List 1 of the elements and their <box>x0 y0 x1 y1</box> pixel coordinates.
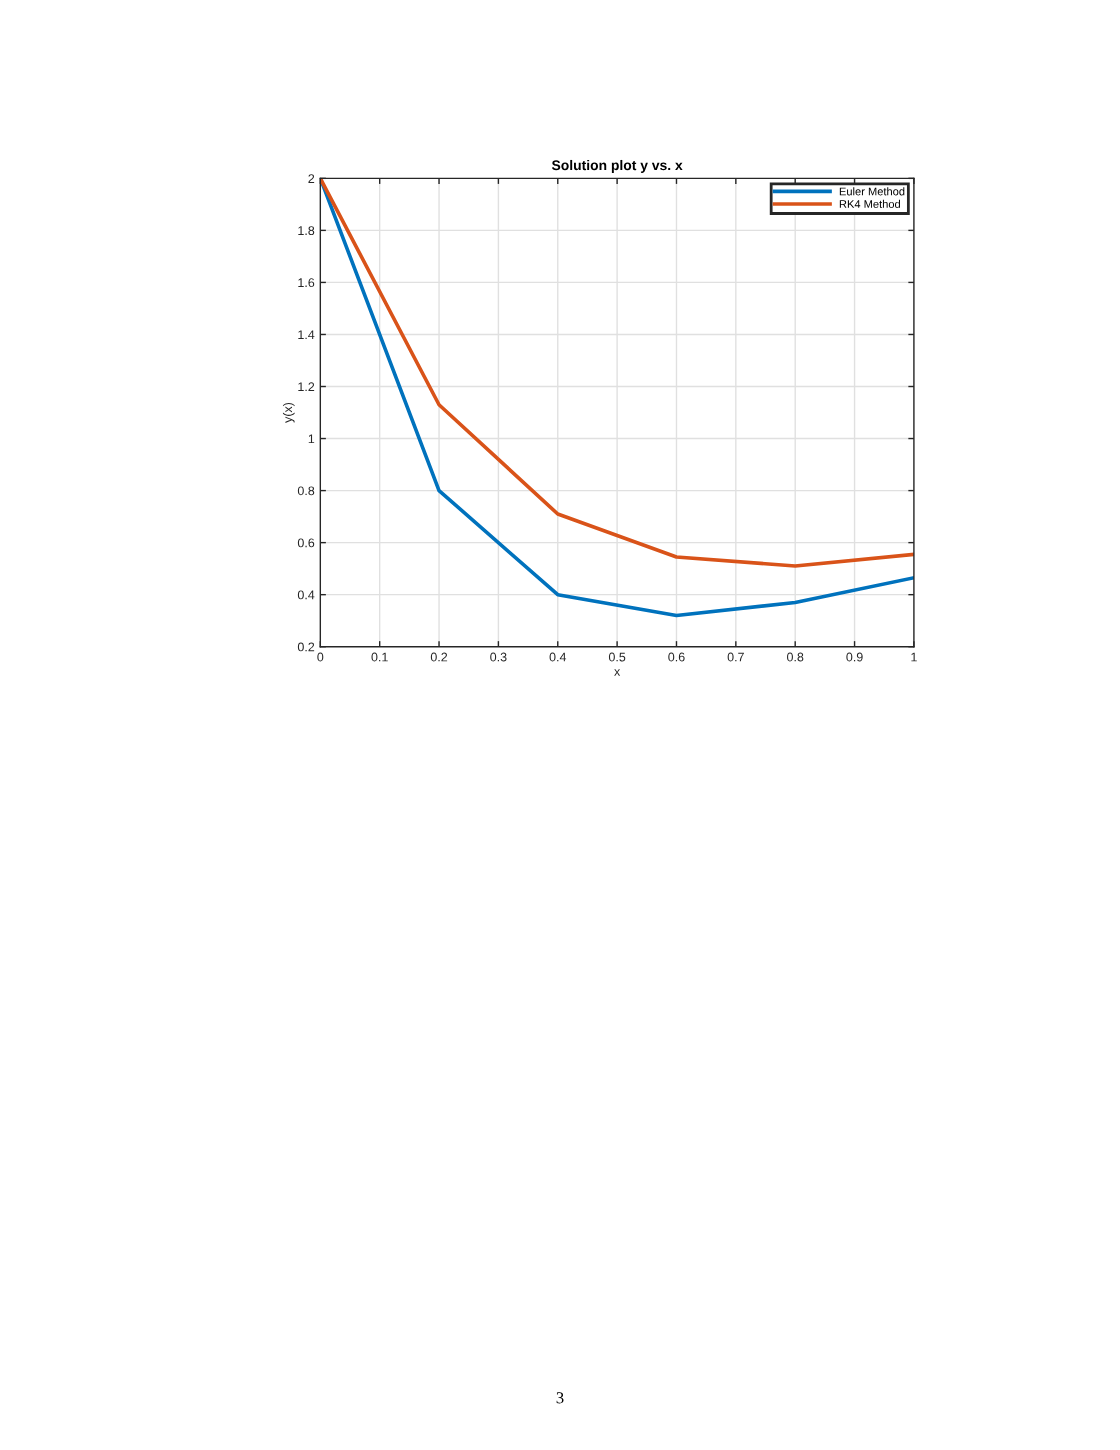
text: 3 <box>556 1392 564 1404</box>
